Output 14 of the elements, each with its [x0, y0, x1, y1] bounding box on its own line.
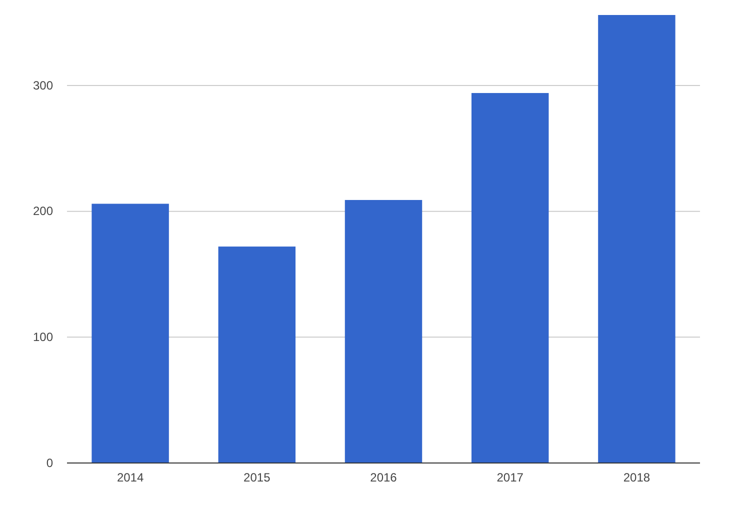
bar — [471, 93, 549, 463]
y-tick-label: 200 — [32, 204, 54, 218]
x-tick-label: 2018 — [623, 470, 650, 485]
x-tick-label: 2016 — [370, 470, 398, 485]
y-tick-label: 100 — [32, 330, 54, 344]
x-tick-label: 2015 — [244, 470, 271, 485]
y-tick-label: 0 — [46, 456, 54, 470]
bar — [92, 204, 169, 463]
y-tick-label: 300 — [32, 78, 54, 92]
bar — [598, 15, 676, 463]
x-tick-label: 2017 — [496, 470, 524, 485]
bar — [344, 200, 422, 463]
x-tick-label: 2014 — [116, 470, 144, 485]
bar — [218, 246, 296, 463]
